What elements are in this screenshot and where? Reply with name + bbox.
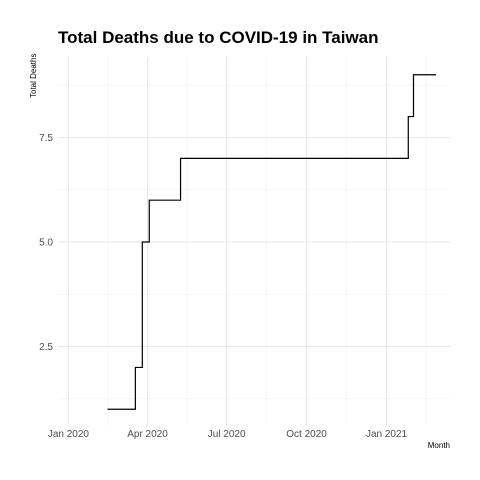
y-tick-label: 5.0 bbox=[39, 238, 53, 249]
series-group bbox=[107, 74, 437, 410]
x-tick-label: Oct 2020 bbox=[286, 429, 327, 440]
x-axis-title: Month bbox=[428, 441, 450, 450]
x-tick-label: Jan 2020 bbox=[48, 429, 90, 440]
y-axis-ticks: 2.5 5.0 7.5 bbox=[39, 133, 53, 353]
grid bbox=[58, 58, 450, 426]
chart-title: Total Deaths due to COVID-19 in Taiwan bbox=[58, 28, 379, 47]
x-axis-ticks: Jan 2020 Apr 2020 Jul 2020 Oct 2020 Jan 2021 bbox=[48, 429, 408, 440]
y-tick-label: 7.5 bbox=[39, 133, 53, 144]
series-line bbox=[107, 74, 437, 410]
x-tick-label: Apr 2020 bbox=[127, 429, 168, 440]
x-tick-label: Jan 2021 bbox=[366, 429, 408, 440]
y-axis-title: Total Deaths bbox=[29, 54, 38, 98]
x-tick-label: Jul 2020 bbox=[208, 429, 246, 440]
y-tick-label: 2.5 bbox=[39, 342, 53, 353]
